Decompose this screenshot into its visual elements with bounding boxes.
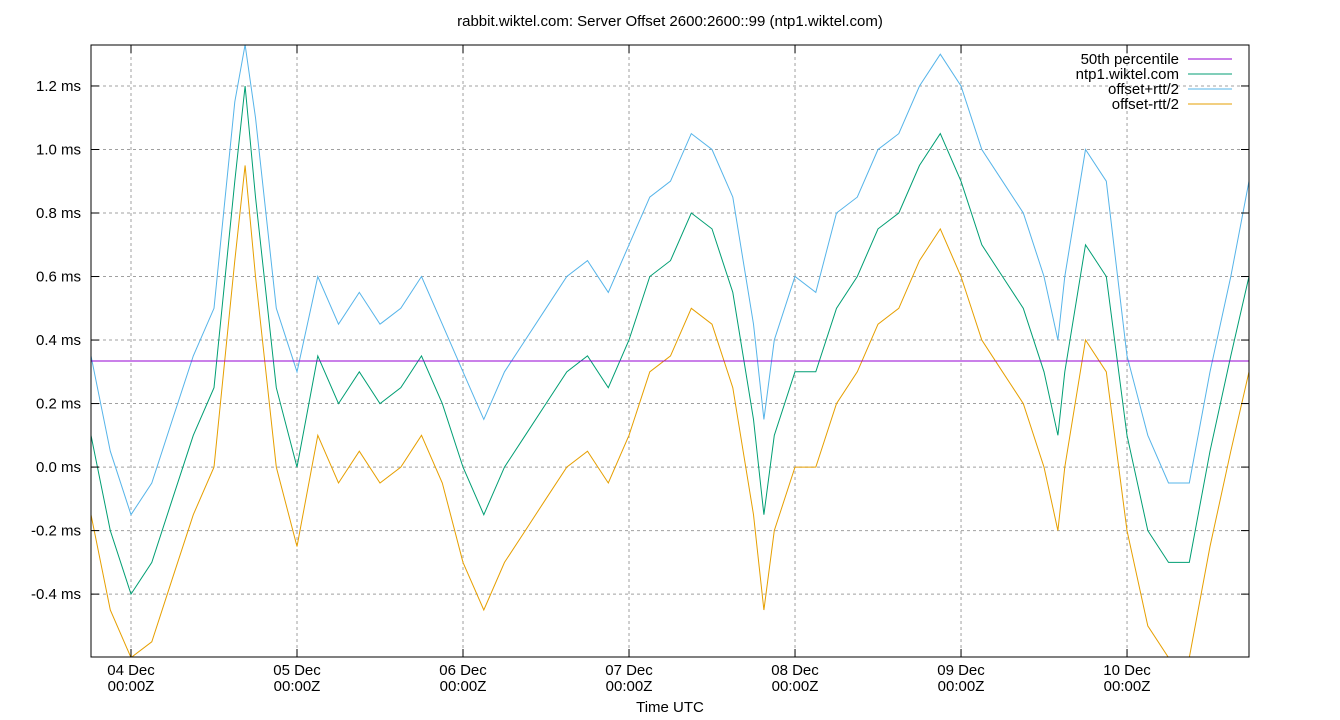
x-tick-label-time: 00:00Z — [938, 678, 985, 695]
chart-title: rabbit.wiktel.com: Server Offset 2600:26… — [457, 13, 883, 30]
y-tick-label: -0.4 ms — [31, 586, 81, 603]
y-tick-label: 0.6 ms — [36, 269, 81, 286]
legend-label: ntp1.wiktel.com — [1076, 66, 1179, 83]
plot-border — [90, 44, 1250, 658]
x-tick-label-time: 00:00Z — [606, 678, 653, 695]
x-tick-label-time: 00:00Z — [772, 678, 819, 695]
legend-label: offset-rtt/2 — [1112, 96, 1179, 113]
series-offset-rtt-2 — [91, 165, 1249, 657]
x-tick-label-time: 00:00Z — [108, 678, 155, 695]
x-tick-label-date: 05 Dec — [273, 662, 321, 679]
x-tick-label-date: 06 Dec — [439, 662, 487, 679]
x-tick-label-time: 00:00Z — [1104, 678, 1151, 695]
series-offset-rtt-2 — [91, 45, 1249, 516]
x-tick-label-date: 07 Dec — [605, 662, 653, 679]
series-ntp1-wiktel-com — [91, 85, 1249, 596]
y-tick-label: 1.0 ms — [36, 141, 81, 158]
x-tick-label-time: 00:00Z — [440, 678, 487, 695]
legend: 50th percentilentp1.wiktel.comoffset+rtt… — [1076, 51, 1232, 113]
y-tick-label: 0.8 ms — [36, 205, 81, 222]
x-axis-label: Time UTC — [636, 699, 704, 716]
y-tick-label: 0.4 ms — [36, 332, 81, 349]
x-tick-label-time: 00:00Z — [274, 678, 321, 695]
legend-label: 50th percentile — [1081, 51, 1179, 68]
x-tick-label-date: 04 Dec — [107, 662, 155, 679]
grid — [91, 45, 1249, 657]
legend-label: offset+rtt/2 — [1108, 81, 1179, 98]
y-tick-label: 0.2 ms — [36, 396, 81, 413]
series-group — [91, 45, 1249, 657]
y-tick-label: 0.0 ms — [36, 459, 81, 476]
x-tick-label-date: 08 Dec — [771, 662, 819, 679]
x-tick-label-date: 09 Dec — [937, 662, 985, 679]
y-tick-label: 1.2 ms — [36, 78, 81, 95]
y-tick-label: -0.2 ms — [31, 523, 81, 540]
x-tick-label-date: 10 Dec — [1103, 662, 1151, 679]
y-axis: -0.4 ms -0.2 ms 0.0 ms 0.2 ms 0.4 ms 0.6 ms 0.… — [31, 78, 1249, 603]
